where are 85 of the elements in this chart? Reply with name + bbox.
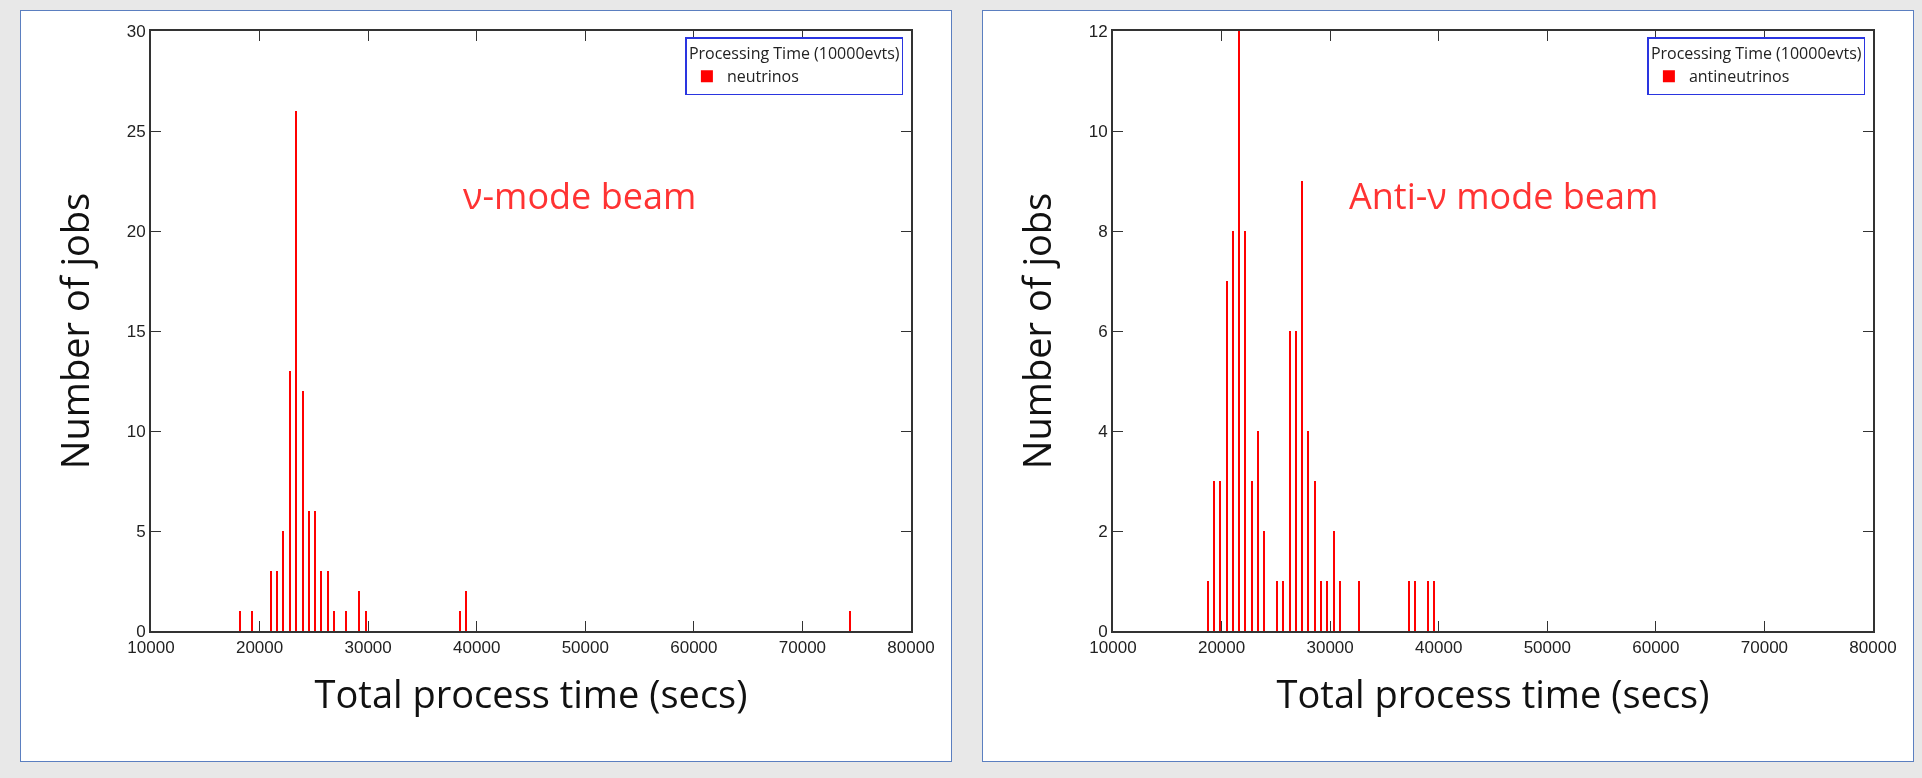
bar xyxy=(320,571,322,631)
bar xyxy=(1339,581,1341,631)
bar xyxy=(358,591,360,631)
bar xyxy=(1263,531,1265,631)
legend-label: neutrinos xyxy=(726,65,799,88)
bar xyxy=(1251,481,1253,631)
bar xyxy=(302,391,304,631)
bar xyxy=(308,511,310,631)
legend-title: Processing Time (10000evts) xyxy=(1650,42,1862,65)
bar xyxy=(1408,581,1410,631)
bar xyxy=(1326,581,1328,631)
bar xyxy=(1238,31,1240,631)
annotation: Anti-ν mode beam xyxy=(1349,171,1659,220)
bar xyxy=(251,611,253,631)
x-tick-label: 30000 xyxy=(344,638,392,658)
x-tick-label: 60000 xyxy=(1632,638,1680,658)
y-tick-label: 6 xyxy=(1098,321,1108,341)
bar xyxy=(1295,331,1297,631)
x-tick-label: 30000 xyxy=(1306,638,1354,658)
bar xyxy=(1276,581,1278,631)
bar xyxy=(1226,281,1228,631)
bar xyxy=(1433,581,1435,631)
y-tick-label: 10 xyxy=(1088,121,1108,141)
y-tick-label: 12 xyxy=(1088,21,1108,41)
bar xyxy=(270,571,272,631)
bar xyxy=(239,611,241,631)
x-tick-label: 10000 xyxy=(127,638,175,658)
bar xyxy=(295,111,297,631)
x-axis-title: Total process time (secs) xyxy=(314,667,748,719)
bar xyxy=(282,531,284,631)
bar xyxy=(314,511,316,631)
bar xyxy=(333,611,335,631)
bar xyxy=(1427,581,1429,631)
x-tick-label: 50000 xyxy=(1523,638,1571,658)
y-axis-title: Number of jobs xyxy=(1010,192,1063,470)
y-tick-label: 10 xyxy=(126,421,146,441)
bar xyxy=(365,611,367,631)
bar xyxy=(1307,431,1309,631)
bar xyxy=(1207,581,1209,631)
bar xyxy=(1232,231,1234,631)
bar xyxy=(459,611,461,631)
bar xyxy=(1358,581,1360,631)
x-tick-label: 70000 xyxy=(1740,638,1789,658)
bar xyxy=(1244,231,1246,631)
y-tick-label: 0 xyxy=(136,621,146,641)
bar xyxy=(1213,481,1215,631)
x-axis-title: Total process time (secs) xyxy=(1276,667,1710,719)
x-tick-label: 40000 xyxy=(453,638,501,658)
bar xyxy=(465,591,467,631)
bar xyxy=(345,611,347,631)
bar xyxy=(1314,481,1316,631)
y-tick-label: 2 xyxy=(1098,521,1108,541)
annotation: ν-mode beam xyxy=(463,171,697,220)
bar xyxy=(276,571,278,631)
bar xyxy=(1301,181,1303,631)
bar xyxy=(1414,581,1416,631)
legend-title: Processing Time (10000evts) xyxy=(688,42,900,65)
legend-label: antineutrinos xyxy=(1688,65,1790,88)
bar xyxy=(1219,481,1221,631)
y-tick-label: 8 xyxy=(1098,221,1108,241)
bar xyxy=(327,571,329,631)
bar xyxy=(1257,431,1259,631)
x-tick-label: 50000 xyxy=(561,638,609,658)
y-tick-label: 30 xyxy=(126,21,146,41)
bar xyxy=(849,611,851,631)
x-tick-label: 20000 xyxy=(235,638,284,658)
y-tick-label: 0 xyxy=(1098,621,1108,641)
x-tick-label: 70000 xyxy=(778,638,827,658)
x-tick-label: 60000 xyxy=(670,638,718,658)
x-tick-label: 10000 xyxy=(1089,638,1137,658)
x-tick-label: 20000 xyxy=(1197,638,1246,658)
y-tick-label: 15 xyxy=(126,321,146,341)
bar xyxy=(1320,581,1322,631)
bar xyxy=(1289,331,1291,631)
bar xyxy=(289,371,291,631)
bar xyxy=(1333,531,1335,631)
y-tick-label: 4 xyxy=(1098,421,1108,441)
x-tick-label: 40000 xyxy=(1415,638,1463,658)
y-tick-label: 25 xyxy=(126,121,146,141)
x-tick-label: 80000 xyxy=(887,638,935,658)
bar xyxy=(1282,581,1284,631)
y-tick-label: 20 xyxy=(126,221,146,241)
y-tick-label: 5 xyxy=(136,521,146,541)
x-tick-label: 80000 xyxy=(1849,638,1897,658)
y-axis-title: Number of jobs xyxy=(48,192,101,470)
